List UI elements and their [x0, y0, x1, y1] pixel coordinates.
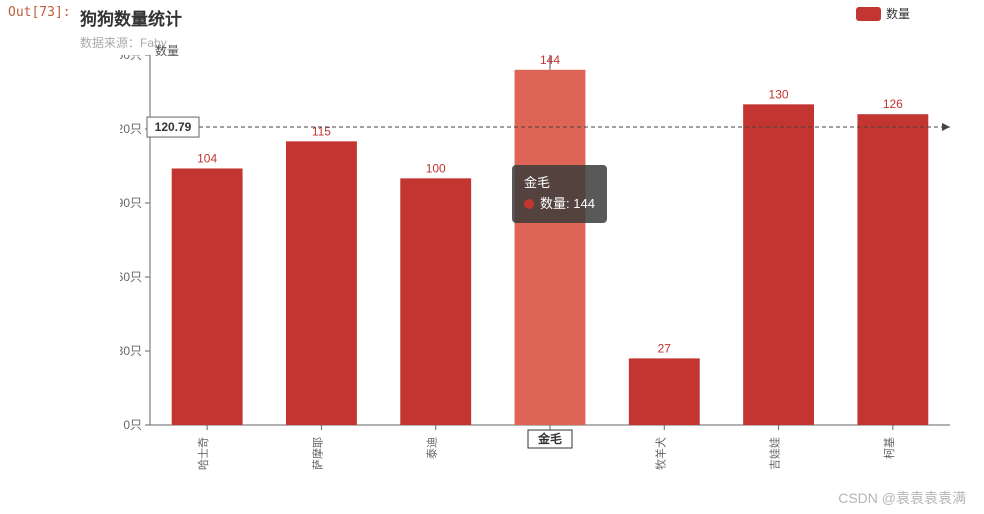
- markline-label: 120.79: [155, 120, 192, 134]
- x-tick-label: 柯基: [883, 437, 896, 459]
- bar[interactable]: [286, 141, 357, 425]
- bar-value-label: 130: [769, 87, 789, 101]
- chart-container: 狗狗数量统计 数据来源：Faby 数量 数量 0只30只60只90只120只15…: [80, 5, 970, 495]
- bar-value-label: 115: [312, 124, 331, 138]
- x-tick-label: 金毛: [537, 431, 562, 446]
- svg-text:0只: 0只: [123, 418, 142, 432]
- svg-text:90只: 90只: [120, 196, 142, 210]
- svg-text:30只: 30只: [120, 344, 142, 358]
- x-tick-label: 泰迪: [425, 437, 439, 459]
- bar-value-label: 126: [883, 97, 903, 111]
- bar-value-label: 144: [540, 55, 560, 67]
- subtitle-prefix: 数据来源：Fa: [80, 36, 154, 50]
- x-tick-label: 萨摩耶: [310, 437, 324, 470]
- legend-label: 数量: [886, 5, 910, 22]
- x-tick-label: 牧羊犬: [653, 437, 667, 470]
- chart-subtitle: 数据来源：Faby: [80, 34, 970, 51]
- watermark: CSDN @袁袁袁袁满: [838, 488, 966, 508]
- bar-value-label: 100: [426, 161, 446, 175]
- bar[interactable]: [172, 168, 243, 425]
- chart-svg: 0只 30只 60只 90只 120只 150只 104 哈士奇 115 萨摩耶 100 泰迪 144 金…: [120, 55, 960, 495]
- legend-swatch: [856, 7, 881, 21]
- svg-text:60只: 60只: [120, 270, 142, 284]
- x-tick-label: 吉娃娃: [769, 437, 782, 470]
- x-tick-label: 哈士奇: [197, 437, 210, 470]
- bar[interactable]: [400, 178, 471, 425]
- bar-value-label: 27: [658, 341, 672, 355]
- plot-area[interactable]: 0只30只60只90只120只150只104哈士奇115萨摩耶100泰迪144金…: [120, 55, 960, 445]
- bar[interactable]: [629, 358, 700, 425]
- svg-text:150只: 150只: [120, 55, 142, 62]
- out-cell-label: Out[73]:: [8, 5, 71, 20]
- bar[interactable]: [743, 104, 814, 425]
- bar[interactable]: [515, 70, 586, 425]
- bar-value-label: 104: [197, 151, 217, 165]
- chart-title: 狗狗数量统计: [80, 5, 970, 30]
- legend[interactable]: 数量: [856, 5, 910, 22]
- svg-text:120只: 120只: [120, 122, 142, 136]
- bar[interactable]: [857, 114, 928, 425]
